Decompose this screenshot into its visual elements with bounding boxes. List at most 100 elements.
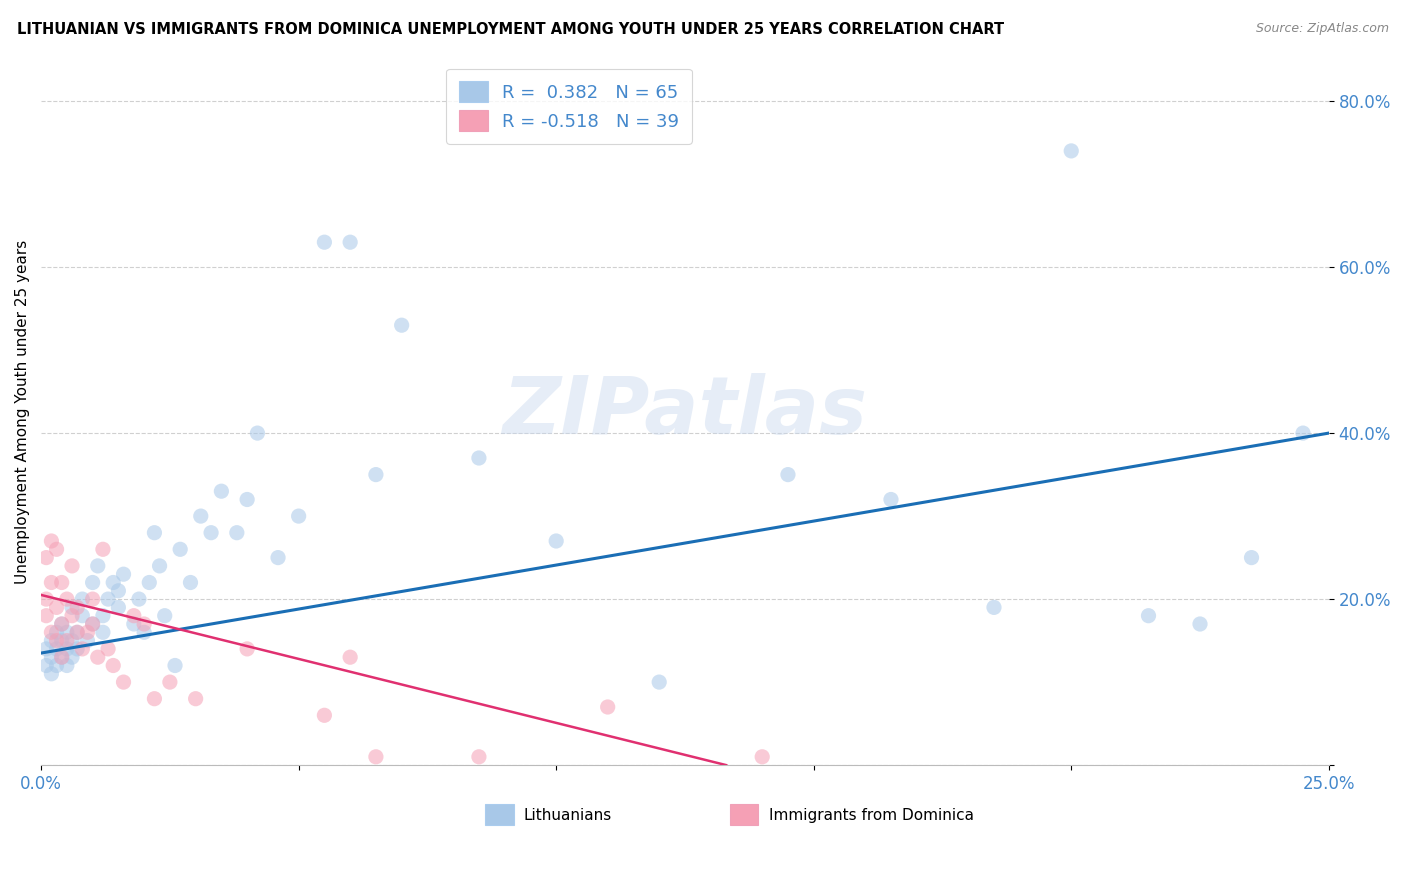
Point bbox=[138, 575, 160, 590]
Point bbox=[66, 600, 89, 615]
Point bbox=[41, 534, 63, 549]
Point bbox=[468, 749, 491, 764]
Point bbox=[97, 641, 120, 656]
Point bbox=[314, 235, 336, 250]
Text: Immigrants from Dominica: Immigrants from Dominica bbox=[769, 808, 973, 823]
Point bbox=[339, 650, 361, 665]
Point bbox=[41, 575, 63, 590]
Point bbox=[56, 658, 79, 673]
Point bbox=[159, 675, 181, 690]
Text: ZIPatlas: ZIPatlas bbox=[502, 374, 868, 451]
Point bbox=[60, 633, 83, 648]
Point bbox=[51, 650, 73, 665]
Point bbox=[143, 525, 166, 540]
Point bbox=[112, 675, 135, 690]
Point bbox=[103, 658, 125, 673]
Point bbox=[1137, 608, 1160, 623]
Point bbox=[225, 525, 247, 540]
Point bbox=[236, 641, 259, 656]
Point bbox=[56, 592, 79, 607]
Point bbox=[66, 641, 89, 656]
Point bbox=[134, 625, 156, 640]
Point bbox=[983, 600, 1005, 615]
Point bbox=[45, 625, 67, 640]
Point bbox=[51, 575, 73, 590]
Point bbox=[51, 617, 73, 632]
Point bbox=[60, 650, 83, 665]
Point bbox=[76, 625, 98, 640]
Point bbox=[45, 641, 67, 656]
Point bbox=[72, 592, 94, 607]
Point bbox=[82, 575, 104, 590]
Point bbox=[776, 467, 799, 482]
Point bbox=[91, 625, 114, 640]
Point bbox=[45, 658, 67, 673]
FancyBboxPatch shape bbox=[730, 804, 758, 825]
Point bbox=[596, 700, 619, 714]
Point bbox=[45, 633, 67, 648]
Point bbox=[107, 583, 129, 598]
Point bbox=[87, 650, 110, 665]
Point bbox=[339, 235, 361, 250]
Point bbox=[87, 558, 110, 573]
Point bbox=[546, 534, 568, 549]
Point bbox=[246, 426, 269, 441]
Point bbox=[190, 509, 212, 524]
Point bbox=[60, 558, 83, 573]
Point bbox=[200, 525, 222, 540]
Point bbox=[51, 617, 73, 632]
Point bbox=[107, 600, 129, 615]
Point bbox=[45, 542, 67, 557]
Point bbox=[41, 650, 63, 665]
Y-axis label: Unemployment Among Youth under 25 years: Unemployment Among Youth under 25 years bbox=[15, 240, 30, 584]
Point bbox=[391, 318, 413, 333]
Point bbox=[364, 467, 387, 482]
Point bbox=[143, 691, 166, 706]
Point bbox=[153, 608, 176, 623]
Point bbox=[35, 592, 58, 607]
Point bbox=[468, 450, 491, 465]
Point bbox=[82, 592, 104, 607]
Point bbox=[51, 633, 73, 648]
Point bbox=[648, 675, 671, 690]
Point bbox=[60, 600, 83, 615]
Point bbox=[122, 617, 145, 632]
Point bbox=[122, 608, 145, 623]
Legend: R =  0.382   N = 65, R = -0.518   N = 39: R = 0.382 N = 65, R = -0.518 N = 39 bbox=[446, 69, 692, 144]
Point bbox=[35, 658, 58, 673]
Point bbox=[134, 617, 156, 632]
Point bbox=[1188, 617, 1211, 632]
Point bbox=[179, 575, 201, 590]
Point bbox=[35, 550, 58, 565]
Point bbox=[56, 633, 79, 648]
Point bbox=[1060, 144, 1083, 158]
Point bbox=[1240, 550, 1263, 565]
Text: Source: ZipAtlas.com: Source: ZipAtlas.com bbox=[1256, 22, 1389, 36]
Point bbox=[45, 600, 67, 615]
Text: LITHUANIAN VS IMMIGRANTS FROM DOMINICA UNEMPLOYMENT AMONG YOUTH UNDER 25 YEARS C: LITHUANIAN VS IMMIGRANTS FROM DOMINICA U… bbox=[17, 22, 1004, 37]
Point bbox=[91, 608, 114, 623]
Point bbox=[72, 641, 94, 656]
Point bbox=[41, 633, 63, 648]
Point bbox=[41, 666, 63, 681]
Point bbox=[148, 558, 170, 573]
Point bbox=[751, 749, 773, 764]
Point bbox=[314, 708, 336, 723]
Point bbox=[91, 542, 114, 557]
Point bbox=[267, 550, 290, 565]
Point bbox=[163, 658, 186, 673]
Point bbox=[236, 492, 259, 507]
Point bbox=[72, 608, 94, 623]
Point bbox=[60, 608, 83, 623]
Point bbox=[97, 592, 120, 607]
Point bbox=[1292, 426, 1315, 441]
Point bbox=[128, 592, 150, 607]
Point bbox=[103, 575, 125, 590]
Point bbox=[209, 484, 232, 499]
Point bbox=[82, 617, 104, 632]
Point bbox=[184, 691, 207, 706]
Point bbox=[880, 492, 903, 507]
Point bbox=[364, 749, 387, 764]
Text: Lithuanians: Lithuanians bbox=[524, 808, 612, 823]
Point bbox=[112, 567, 135, 582]
